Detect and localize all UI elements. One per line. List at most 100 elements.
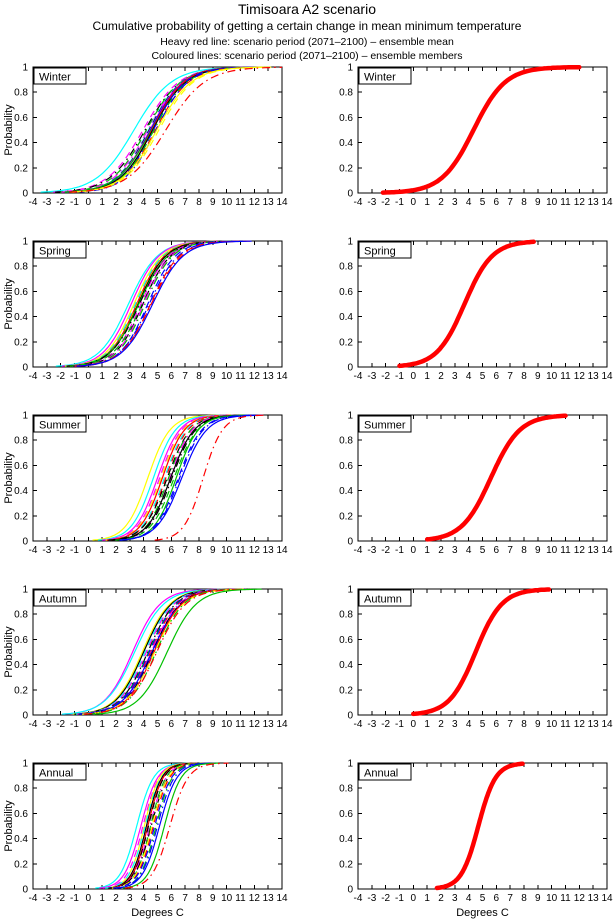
x-tick-label: 10 <box>221 545 233 556</box>
x-tick-label: 14 <box>601 197 613 208</box>
y-tick-label: 1 <box>22 237 28 248</box>
x-tick-label: 0 <box>86 719 92 730</box>
x-tick-label: 2 <box>438 371 444 382</box>
x-tick-label: 5 <box>155 893 161 904</box>
x-tick-label: 11 <box>235 545 246 556</box>
y-tick-label: 1 <box>22 411 28 422</box>
season-label: Autumn <box>39 594 77 606</box>
y-tick-label: 0.2 <box>339 685 353 696</box>
x-tick-label: 14 <box>601 893 613 904</box>
y-tick-label: 0.8 <box>339 610 353 621</box>
y-tick-label: 1 <box>347 411 353 422</box>
x-tick-label: 8 <box>521 197 527 208</box>
member-curve <box>76 240 252 367</box>
x-tick-label: -1 <box>395 371 404 382</box>
season-label-box <box>33 763 87 781</box>
x-tick-label: -2 <box>56 197 65 208</box>
member-curve <box>104 414 232 541</box>
x-tick-label: 10 <box>546 371 558 382</box>
y-tick-label: 0.2 <box>339 163 353 174</box>
x-tick-label: 8 <box>196 893 202 904</box>
x-tick-label: 2 <box>438 719 444 730</box>
x-tick-label: 13 <box>263 893 275 904</box>
plot-frame <box>357 66 608 194</box>
season-label-box <box>33 589 87 607</box>
y-tick-label: 1 <box>22 759 28 770</box>
x-tick-label: 3 <box>452 371 458 382</box>
y-tick-label: 0.2 <box>14 163 28 174</box>
x-tick-label: 2 <box>113 197 119 208</box>
y-tick-label: 0.6 <box>339 461 353 472</box>
season-label-box <box>33 241 87 259</box>
x-tick-label: 6 <box>169 719 175 730</box>
x-tick-label: 7 <box>507 545 513 556</box>
y-tick-label: 0.8 <box>339 784 353 795</box>
x-tick-label: 11 <box>560 371 571 382</box>
x-tick-label: 10 <box>546 893 558 904</box>
x-tick-label: -3 <box>42 893 51 904</box>
x-tick-label: 6 <box>494 197 500 208</box>
x-tick-label: 12 <box>249 893 261 904</box>
x-tick-label: 7 <box>182 893 188 904</box>
member-curve <box>113 762 209 889</box>
season-label: Annual <box>39 768 73 780</box>
x-tick-label: 14 <box>601 545 613 556</box>
x-tick-label: 0 <box>411 893 417 904</box>
y-tick-label: 0.2 <box>14 511 28 522</box>
season-label: Autumn <box>364 594 402 606</box>
x-tick-label: 13 <box>588 893 600 904</box>
y-tick-label: 0.2 <box>14 337 28 348</box>
x-tick-label: 14 <box>601 371 613 382</box>
x-tick-label: 4 <box>466 545 472 556</box>
plot-frame <box>357 240 608 368</box>
x-tick-label: 9 <box>535 893 541 904</box>
panel-spring-members: -4 -3 -2 -1 0 1 2 3 4 5 6 7 8 9 10 11 12 13 1400.20.40.60.… <box>3 237 288 383</box>
member-curve <box>154 414 267 541</box>
season-label-box <box>358 763 412 781</box>
x-tick-label: 12 <box>249 197 261 208</box>
member-curve <box>95 762 191 889</box>
x-tick-label: 1 <box>99 719 105 730</box>
y-tick-label: 0.6 <box>339 113 353 124</box>
x-tick-label: 13 <box>263 197 275 208</box>
x-tick-label: -2 <box>56 545 65 556</box>
x-tick-label: 7 <box>507 719 513 730</box>
x-tick-label: 12 <box>249 545 261 556</box>
x-tick-label: 4 <box>466 893 472 904</box>
x-tick-label: 3 <box>127 719 133 730</box>
member-curve <box>115 762 212 889</box>
x-tick-label: 12 <box>249 719 261 730</box>
x-tick-label: -3 <box>367 545 376 556</box>
y-tick-label: 0 <box>22 537 28 548</box>
x-tick-label: 14 <box>601 719 613 730</box>
x-tick-label: -1 <box>70 371 79 382</box>
x-tick-label: 7 <box>182 197 188 208</box>
y-tick-label: 0 <box>347 363 353 374</box>
y-tick-label: 0.8 <box>339 436 353 447</box>
panel-summer-mean: -4 -3 -2 -1 0 1 2 3 4 5 6 7 8 9 10 11 12 13 1400.20.40.60.… <box>339 411 613 557</box>
y-axis-title: Probability <box>3 626 15 678</box>
x-tick-label: 10 <box>221 719 233 730</box>
x-tick-label: 3 <box>452 719 458 730</box>
x-tick-label: 3 <box>452 197 458 208</box>
x-tick-label: 14 <box>276 719 288 730</box>
x-tick-label: 0 <box>411 371 417 382</box>
y-tick-label: 0 <box>22 189 28 200</box>
member-curve <box>109 414 237 541</box>
y-tick-label: 0 <box>347 189 353 200</box>
x-tick-label: 4 <box>466 371 472 382</box>
season-label-box <box>33 67 87 85</box>
x-tick-label: -2 <box>381 893 390 904</box>
member-curve <box>119 414 263 541</box>
x-tick-label: 8 <box>521 893 527 904</box>
y-tick-label: 0.8 <box>14 610 28 621</box>
x-tick-label: 4 <box>141 371 147 382</box>
x-tick-label: 7 <box>507 893 513 904</box>
x-tick-label: 9 <box>210 719 216 730</box>
x-tick-label: 8 <box>196 719 202 730</box>
season-label: Spring <box>39 246 71 258</box>
x-tick-label: 4 <box>141 545 147 556</box>
y-tick-label: 0.4 <box>14 312 28 323</box>
y-tick-label: 0.4 <box>339 660 353 671</box>
x-tick-label: 0 <box>86 371 92 382</box>
